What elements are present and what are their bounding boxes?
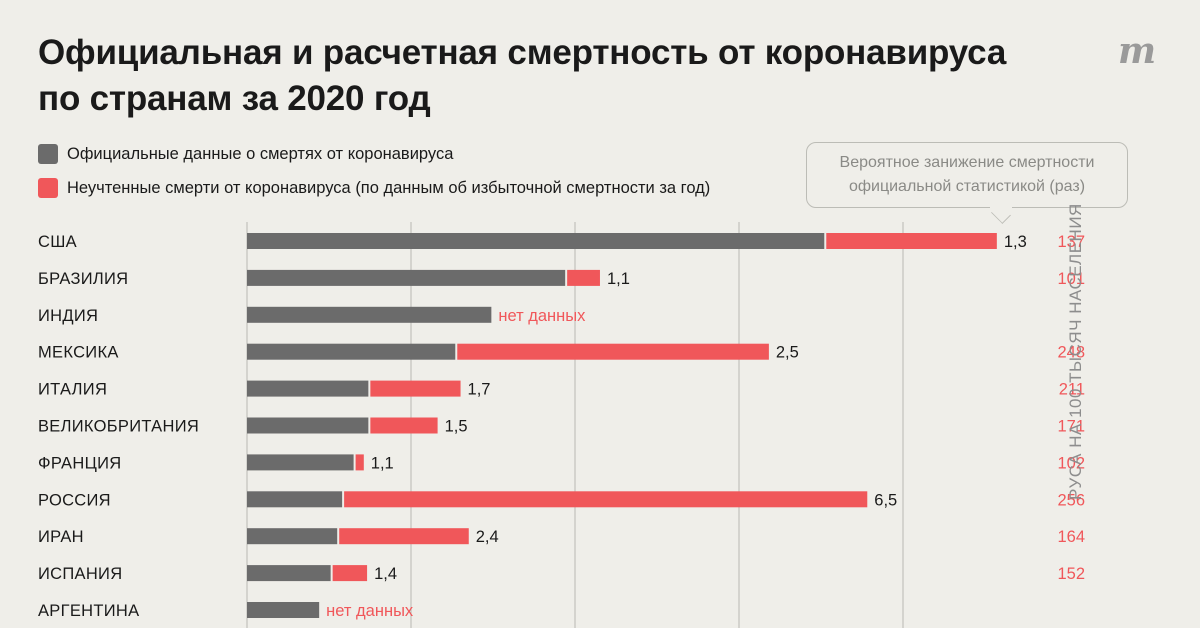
category-label: БРАЗИЛИЯ <box>38 270 128 288</box>
category-label: ИНДИЯ <box>38 307 98 325</box>
bar-official <box>247 269 566 286</box>
total-per-100k-label: 211 <box>1059 381 1085 399</box>
category-label: ИСПАНИЯ <box>38 565 122 583</box>
legend-item-unaccounted: Неучтенные смерти от коронавируса (по да… <box>38 177 710 199</box>
total-per-100k-label: 171 <box>1057 418 1085 436</box>
bar-official <box>247 306 492 323</box>
bar-official <box>247 565 331 582</box>
category-label: РОССИЯ <box>38 491 111 509</box>
ratio-label: 2,5 <box>776 344 799 362</box>
category-label: ФРАНЦИЯ <box>38 454 121 472</box>
bar-unaccounted <box>339 528 469 545</box>
side-axis-label: РУСА НА 100 ТЫСЯЧ НАСЕЛЕНИЯ <box>1066 203 1085 500</box>
legend-item-official: Официальные данные о смертях от коронави… <box>38 143 453 165</box>
bar-official <box>247 528 338 545</box>
bar-unaccounted <box>567 269 600 286</box>
chart-title: Официальная и расчетная смертность от ко… <box>38 33 1007 118</box>
ratio-label: 1,3 <box>1004 233 1027 251</box>
category-label: ВЕЛИКОБРИТАНИЯ <box>38 418 199 436</box>
ratio-label: нет данных <box>498 307 586 325</box>
legend-label-official: Официальные данные о смертях от коронави… <box>67 144 454 163</box>
legend-label-unaccounted: Неучтенные смерти от коронавируса (по да… <box>67 178 711 197</box>
category-label: МЕКСИКА <box>38 344 119 362</box>
bar-official <box>247 380 369 397</box>
bar-unaccounted <box>344 491 868 508</box>
ratio-label: нет данных <box>326 602 414 620</box>
bar-unaccounted <box>370 380 461 397</box>
total-per-100k-label: 101 <box>1057 270 1085 288</box>
bar-official <box>247 343 456 360</box>
total-per-100k-label: 137 <box>1057 233 1085 251</box>
total-per-100k-label: 164 <box>1057 528 1085 546</box>
logo: m <box>1118 30 1156 72</box>
ratio-label: 2,4 <box>476 528 499 546</box>
bar-unaccounted <box>355 454 364 471</box>
bar-unaccounted <box>457 343 769 360</box>
ratio-label: 1,7 <box>468 381 491 399</box>
category-label: США <box>38 233 77 251</box>
category-label: ИРАН <box>38 528 84 546</box>
ratio-label: 1,5 <box>445 418 468 436</box>
total-per-100k-label: 248 <box>1057 344 1085 362</box>
category-label: ИТАЛИЯ <box>38 381 107 399</box>
legend-swatch-official <box>38 144 58 164</box>
callout-pointer-mask <box>990 204 1012 208</box>
bar-official <box>247 491 343 508</box>
bar-official <box>247 417 369 434</box>
ratio-label: 1,1 <box>371 454 394 472</box>
callout-line-1: Вероятное занижение смертности <box>839 154 1095 171</box>
bar-official <box>247 602 320 618</box>
bar-unaccounted <box>332 565 368 582</box>
bar-official <box>247 233 825 249</box>
underreporting-callout: Вероятное занижение смертности официальн… <box>806 142 1128 208</box>
callout-line-2: официальной статистикой (раз) <box>848 178 1086 195</box>
ratio-label: 1,1 <box>607 270 630 288</box>
total-per-100k-label: 152 <box>1057 565 1085 583</box>
ratio-label: 1,4 <box>374 565 397 583</box>
bar-official <box>247 454 354 471</box>
ratio-label: 6,5 <box>874 491 897 509</box>
category-label: АРГЕНТИНА <box>38 602 139 620</box>
total-per-100k-label: 256 <box>1057 491 1085 509</box>
bar-unaccounted <box>826 233 997 249</box>
bar-unaccounted <box>370 417 438 434</box>
total-per-100k-label: 102 <box>1057 454 1085 472</box>
legend-swatch-unaccounted <box>38 178 58 198</box>
